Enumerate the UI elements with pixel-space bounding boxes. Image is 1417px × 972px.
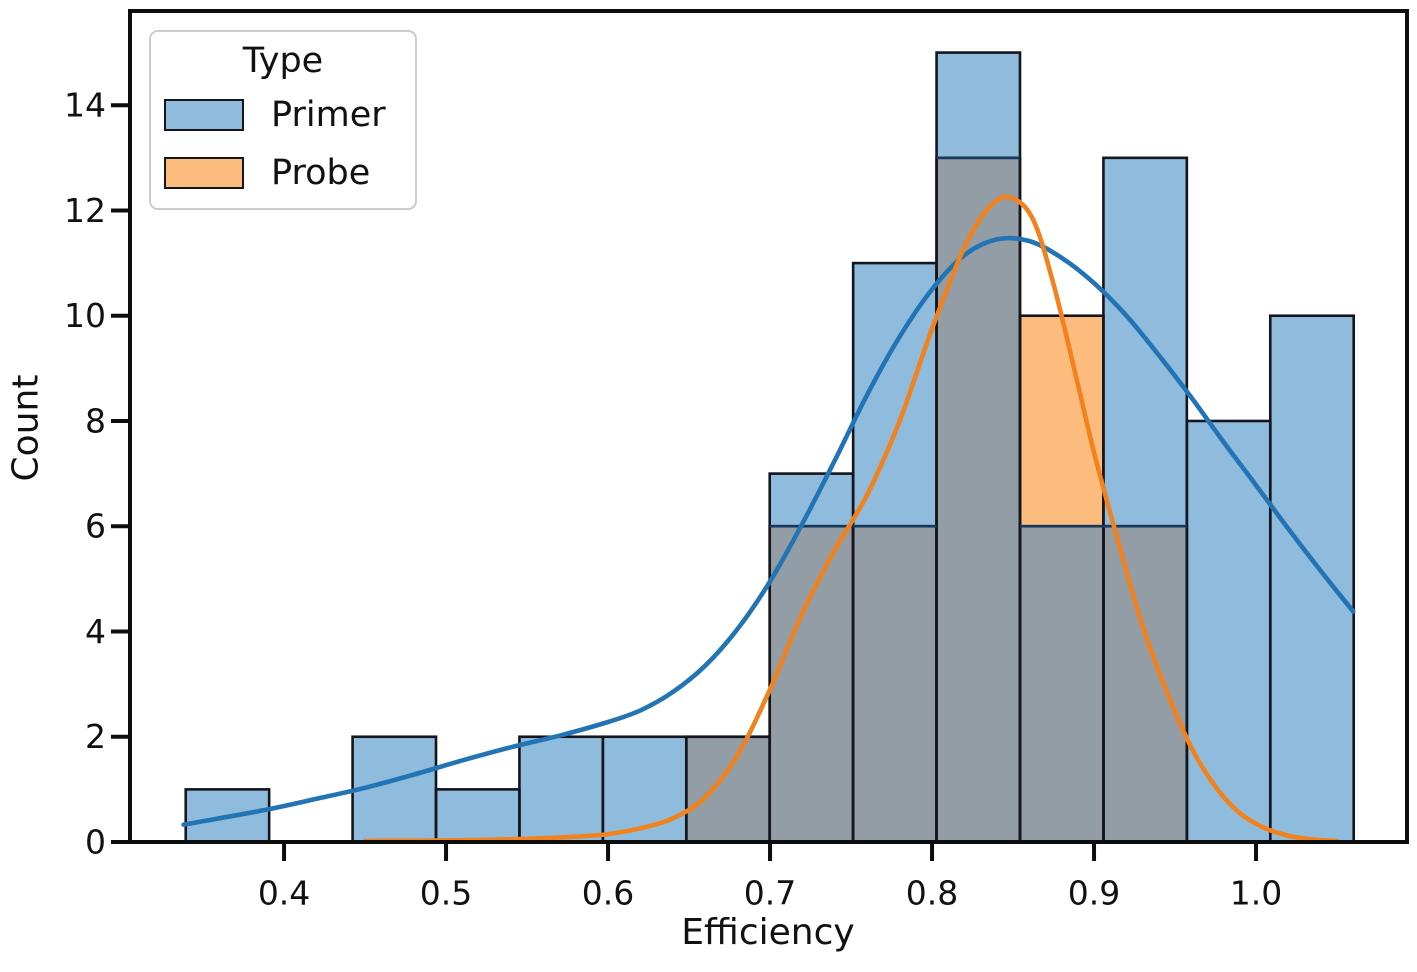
probe-bar — [1019, 315, 1104, 527]
y-tick-label: 4 — [85, 612, 106, 651]
overlap-bar — [686, 736, 770, 842]
legend-item-label: Primer — [271, 94, 386, 135]
primer-swatch-icon — [164, 99, 244, 131]
overlap-bar — [936, 157, 1020, 842]
primer-bar — [1186, 420, 1271, 842]
histogram-bars-layer — [185, 52, 1354, 842]
y-tick-label: 2 — [85, 717, 106, 756]
primer-bar — [602, 736, 687, 842]
overlap-bar — [853, 526, 937, 842]
primer-bar — [936, 52, 1020, 158]
y-tick-label: 12 — [64, 191, 106, 230]
legend: Type Primer Probe — [149, 30, 417, 210]
y-axis-label: Count — [5, 374, 47, 482]
probe-swatch-icon — [164, 157, 244, 189]
y-tick-label: 14 — [64, 86, 106, 125]
overlap-bar — [1103, 526, 1187, 842]
y-tick-label: 10 — [64, 296, 106, 335]
axes-layer: 0.4 0.5 0.6 0.7 0.8 0.9 1.0 0 2 4 6 8 10 12 14 — [64, 9, 1409, 913]
overlap-bar — [769, 526, 854, 842]
x-tick-label: 0.9 — [1068, 874, 1120, 913]
legend-item-label: Probe — [271, 152, 371, 193]
legend-item-probe: Probe — [164, 152, 415, 193]
x-tick-label: 1.0 — [1230, 874, 1282, 913]
overlap-bar — [1019, 526, 1104, 842]
y-tick-label: 6 — [85, 507, 106, 546]
y-tick-label: 8 — [85, 401, 106, 440]
x-axis-label: Efficiency — [681, 912, 855, 953]
x-tick-label: 0.6 — [582, 874, 634, 913]
legend-title: Type — [242, 41, 324, 81]
primer-kde-curve — [181, 235, 1356, 827]
primer-bar — [1103, 157, 1187, 527]
primer-bar — [436, 789, 520, 842]
probe-kde-curve — [362, 194, 1340, 844]
legend-item-primer: Primer — [164, 94, 415, 135]
x-tick-label: 0.5 — [420, 874, 472, 913]
kde-layer — [181, 194, 1356, 844]
x-tick-label: 0.7 — [744, 874, 796, 913]
x-tick-label: 0.4 — [258, 874, 310, 913]
x-tick-label: 0.8 — [906, 874, 958, 913]
primer-bar — [519, 736, 603, 842]
y-tick-label: 0 — [85, 823, 106, 862]
primer-bar — [1270, 315, 1354, 842]
plot-spines — [128, 9, 1409, 844]
primer-bar — [769, 473, 854, 527]
